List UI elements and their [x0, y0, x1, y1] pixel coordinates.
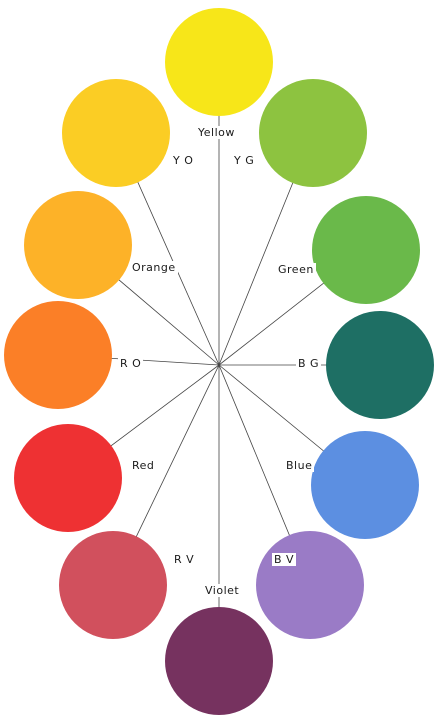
label-yo: Y O: [171, 154, 196, 167]
label-orange: Orange: [130, 261, 178, 274]
disc-green: [312, 196, 420, 304]
label-green: Green: [276, 263, 316, 276]
label-rv: R V: [172, 553, 197, 566]
label-red: Red: [130, 459, 157, 472]
disc-red: [14, 424, 122, 532]
label-blue: Blue: [284, 459, 315, 472]
label-yellow: Yellow: [196, 126, 237, 139]
disc-yo: [62, 79, 170, 187]
disc-orange: [24, 191, 132, 299]
disc-rv: [59, 531, 167, 639]
label-ro: R O: [118, 357, 144, 370]
spoke-lines: [57, 62, 380, 661]
label-violet: Violet: [203, 584, 242, 597]
disc-bg: [326, 311, 434, 419]
disc-yg: [259, 79, 367, 187]
label-bg: B G: [296, 357, 322, 370]
disc-blue: [311, 431, 419, 539]
disc-bv: [256, 531, 364, 639]
label-bv: B V: [272, 553, 297, 566]
disc-violet: [165, 607, 273, 715]
color-discs: [4, 8, 434, 715]
disc-yellow: [165, 8, 273, 116]
label-yg: Y G: [232, 154, 257, 167]
disc-ro: [4, 301, 112, 409]
